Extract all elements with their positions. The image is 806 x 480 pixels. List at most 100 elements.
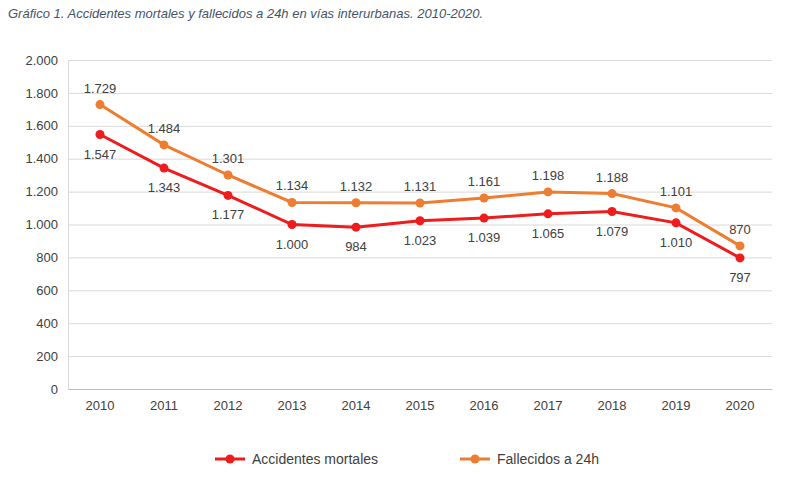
y-tick-label: 800 bbox=[36, 250, 58, 265]
x-tick: 2020 bbox=[726, 389, 755, 413]
point bbox=[224, 170, 233, 179]
data-label: 797 bbox=[729, 270, 751, 285]
y-tick-label: 600 bbox=[36, 283, 58, 298]
point bbox=[480, 194, 489, 203]
series-line bbox=[100, 105, 740, 246]
y-tick: 1.600 bbox=[25, 118, 772, 133]
point bbox=[736, 241, 745, 250]
point bbox=[736, 253, 745, 262]
x-tick-label: 2015 bbox=[406, 398, 435, 413]
x-axis: 2010 2011 2012 2013 2014 2015 2016 2017 2018 2019… bbox=[69, 389, 773, 413]
data-label: 1.131 bbox=[404, 179, 437, 194]
y-tick: 200 bbox=[36, 349, 772, 364]
x-axis-line bbox=[69, 389, 773, 390]
point bbox=[96, 130, 105, 139]
title: Gráfico 1. Accidentes mortales y falleci… bbox=[8, 6, 483, 21]
x-tick-label: 2017 bbox=[534, 398, 563, 413]
data-label: 1.547 bbox=[84, 147, 117, 162]
x-tick-label: 2018 bbox=[598, 398, 627, 413]
point bbox=[544, 209, 553, 218]
point bbox=[416, 198, 425, 207]
data-label: 984 bbox=[345, 239, 367, 254]
data-label: 1.132 bbox=[340, 179, 373, 194]
legend: Accidentes mortales Fallecidos a 24h bbox=[215, 451, 599, 467]
x-tick-label: 2011 bbox=[150, 398, 178, 413]
y-tick-label: 1.600 bbox=[25, 118, 58, 133]
point bbox=[160, 140, 169, 149]
y-tick-label: 2.000 bbox=[25, 53, 58, 68]
point bbox=[352, 198, 361, 207]
x-tick-label: 2016 bbox=[470, 398, 499, 413]
grid-line bbox=[68, 93, 772, 94]
x-tick-label: 2010 bbox=[86, 398, 115, 413]
y-tick: 2.000 bbox=[25, 53, 772, 68]
point bbox=[608, 207, 617, 216]
x-tick: 2016 bbox=[470, 389, 499, 413]
point bbox=[608, 189, 617, 198]
data-label: 1.134 bbox=[276, 178, 309, 193]
grid-line bbox=[68, 290, 772, 291]
legend-item: Accidentes mortales bbox=[215, 451, 378, 467]
y-axis-line bbox=[69, 61, 773, 390]
legend-item: Fallecidos a 24h bbox=[460, 451, 599, 467]
x-tick: 2010 bbox=[86, 389, 115, 413]
data-label: 1.188 bbox=[596, 170, 629, 185]
data-label: 870 bbox=[729, 222, 751, 237]
data-label: 1.079 bbox=[596, 224, 629, 239]
y-tick: 600 bbox=[36, 283, 772, 298]
x-tick: 2011 bbox=[150, 389, 178, 413]
x-tick: 2017 bbox=[534, 389, 563, 413]
data-label: 1.039 bbox=[468, 230, 501, 245]
point bbox=[352, 223, 361, 232]
series-line bbox=[100, 135, 740, 258]
x-tick-label: 2014 bbox=[342, 398, 371, 413]
point bbox=[96, 100, 105, 109]
y-tick: 800 bbox=[36, 250, 772, 265]
data-label: 1.000 bbox=[276, 237, 309, 252]
y-tick: 400 bbox=[36, 316, 772, 331]
x-tick: 2015 bbox=[406, 389, 435, 413]
y-tick-label: 1.200 bbox=[25, 184, 58, 199]
point bbox=[224, 191, 233, 200]
legend-marker bbox=[226, 455, 235, 464]
data-label: 1.101 bbox=[660, 184, 693, 199]
marks bbox=[96, 100, 745, 262]
x-tick-label: 2019 bbox=[662, 398, 691, 413]
grid-line bbox=[68, 159, 772, 160]
point bbox=[672, 203, 681, 212]
point bbox=[480, 214, 489, 223]
grid-line bbox=[68, 323, 772, 324]
x-tick-label: 2020 bbox=[726, 398, 755, 413]
data-label: 1.023 bbox=[404, 233, 437, 248]
y-tick-label: 1.800 bbox=[25, 86, 58, 101]
point bbox=[672, 218, 681, 227]
data-label: 1.484 bbox=[148, 121, 181, 136]
y-tick: 1.800 bbox=[25, 86, 772, 101]
y-tick: 0 bbox=[51, 382, 772, 397]
grid-line bbox=[68, 257, 772, 258]
point bbox=[288, 198, 297, 207]
y-tick: 1.200 bbox=[25, 184, 772, 199]
x-tick: 2019 bbox=[662, 389, 691, 413]
y-tick-label: 1.000 bbox=[25, 217, 58, 232]
y-axis: 0 200 400 600 800 1.000 1.200 1.400 1.600 1.800 2.… bbox=[25, 53, 772, 397]
data-label: 1.729 bbox=[84, 81, 117, 96]
x-tick: 2018 bbox=[598, 389, 627, 413]
point bbox=[288, 220, 297, 229]
y-tick-label: 1.400 bbox=[25, 151, 58, 166]
x-tick: 2014 bbox=[342, 389, 371, 413]
y-tick-label: 200 bbox=[36, 349, 58, 364]
x-tick: 2013 bbox=[278, 389, 307, 413]
data-label: 1.161 bbox=[468, 174, 501, 189]
chart: Gráfico 1. Accidentes mortales y falleci… bbox=[0, 0, 806, 480]
x-tick-label: 2012 bbox=[214, 398, 243, 413]
legend-marker bbox=[471, 455, 480, 464]
data-label: 1.065 bbox=[532, 226, 565, 241]
point bbox=[160, 164, 169, 173]
data-labels: 1.5471.3431.1771.0009841.0231.0391.0651.… bbox=[84, 81, 751, 285]
data-label: 1.198 bbox=[532, 168, 565, 183]
plot: 0 200 400 600 800 1.000 1.200 1.400 1.600 1.800 2.… bbox=[25, 53, 772, 414]
x-tick: 2012 bbox=[214, 389, 243, 413]
grid-line bbox=[68, 389, 772, 390]
legend-label: Fallecidos a 24h bbox=[497, 451, 599, 467]
